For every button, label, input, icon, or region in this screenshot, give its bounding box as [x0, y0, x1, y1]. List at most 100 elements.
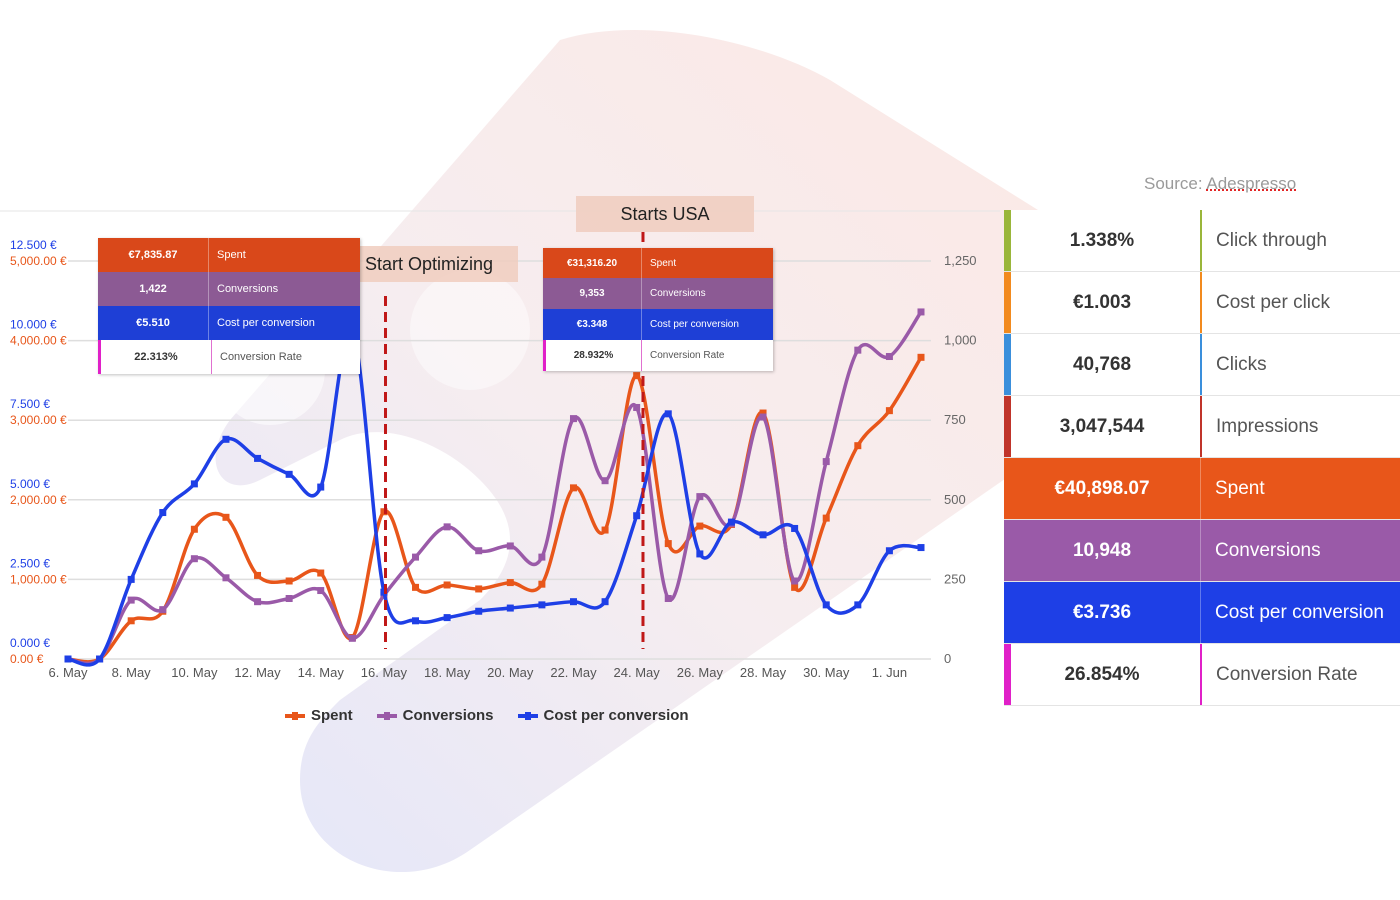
x-tick-label: 24. May: [614, 665, 661, 680]
starts-usa-callout: Starts USA: [576, 196, 754, 232]
data-point-spent: [569, 484, 577, 492]
source-name[interactable]: Adespresso: [1206, 174, 1297, 193]
legend-item-cost-per-conversion[interactable]: Cost per conversion: [517, 707, 689, 724]
x-tick-label: 16. May: [361, 665, 408, 680]
stat-label: Cost per conversion: [641, 309, 739, 340]
stat-label: Spent: [641, 248, 676, 278]
stat-box-before-optimizing: €7,835.87 Spent 1,422 Conversions €5.510…: [98, 238, 360, 374]
data-point-conversions: [696, 493, 704, 501]
metric-row-spent: €40,898.07 Spent: [1004, 458, 1400, 520]
data-point-cost-per-conversion: [254, 454, 262, 462]
metric-row-cost-per-click: €1.003 Cost per click: [1004, 272, 1400, 334]
data-point-conversions: [254, 598, 262, 606]
data-point-spent: [506, 579, 514, 587]
metric-color-bar: [1004, 396, 1011, 457]
stat-row-conversion-rate: 22.313% Conversion Rate: [98, 340, 360, 374]
data-point-conversions: [190, 555, 198, 563]
data-point-spent: [885, 407, 893, 415]
y-tick-label-cost: 10.000 €: [10, 318, 57, 332]
data-point-spent: [664, 540, 672, 548]
metric-row-click-through: 1.338% Click through: [1004, 210, 1400, 272]
data-point-cost-per-conversion: [854, 601, 862, 609]
metrics-panel: 1.338% Click through €1.003 Cost per click 4…: [1004, 210, 1400, 740]
metric-color-bar: [1004, 458, 1011, 519]
data-point-conversions: [633, 403, 641, 411]
stat-value: 22.313%: [134, 351, 178, 363]
stat-value: €5.510: [136, 317, 170, 329]
data-point-cost-per-conversion: [64, 655, 72, 663]
metric-value: €3.736: [1072, 601, 1132, 623]
metric-label: Spent: [1200, 458, 1400, 519]
y-tick-label-cost: 5.000 €: [10, 477, 50, 491]
data-point-conversions: [538, 553, 546, 561]
stat-box-after-usa: €31,316.20 Spent 9,353 Conversions €3.34…: [543, 248, 773, 371]
data-point-spent: [696, 522, 704, 530]
x-tick-label: 6. May: [48, 665, 88, 680]
y-tick-label-conversions: 1,250: [944, 253, 977, 268]
x-tick-label: 22. May: [550, 665, 597, 680]
data-point-conversions: [791, 577, 799, 585]
stat-label: Conversion Rate: [211, 340, 302, 374]
stat-row-conversions: 9,353 Conversions: [543, 278, 773, 309]
metric-label: Cost per conversion: [1200, 582, 1400, 643]
stat-row-conversions: 1,422 Conversions: [98, 272, 360, 306]
stat-value: €7,835.87: [128, 249, 178, 261]
y-tick-label-cost: 12.500 €: [10, 238, 57, 252]
data-point-conversions: [885, 353, 893, 361]
stat-row-cost-per-conversion: €5.510 Cost per conversion: [98, 306, 360, 340]
metric-color-bar: [1004, 272, 1011, 333]
stat-label: Conversion Rate: [641, 340, 724, 371]
y-tick-label-spent: 1,000.00 €: [10, 572, 67, 586]
metric-color-bar: [1004, 582, 1011, 643]
y-tick-label-cost: 0.000 €: [10, 636, 50, 650]
data-point-spent: [822, 514, 830, 522]
data-point-cost-per-conversion: [759, 531, 767, 539]
stat-label: Conversions: [641, 278, 706, 309]
data-point-spent: [854, 442, 862, 450]
y-tick-label-cost: 7.500 €: [10, 397, 50, 411]
metric-value: 10,948: [1072, 539, 1132, 561]
x-tick-label: 12. May: [234, 665, 281, 680]
series-line-spent: [67, 356, 923, 664]
legend-label: Spent: [311, 707, 353, 724]
data-point-conversions: [664, 595, 672, 603]
x-tick-label: 14. May: [298, 665, 345, 680]
x-tick-label: 10. May: [171, 665, 218, 680]
legend-item-conversions[interactable]: Conversions: [376, 707, 494, 724]
data-point-spent: [380, 508, 388, 516]
y-tick-label-conversions: 250: [944, 571, 966, 586]
data-point-cost-per-conversion: [822, 601, 830, 609]
metric-label: Clicks: [1200, 334, 1400, 395]
y-tick-label-conversions: 0: [944, 651, 951, 666]
y-tick-label-spent: 2,000.00 €: [10, 493, 67, 507]
metric-row-impressions: 3,047,544 Impressions: [1004, 396, 1400, 458]
data-point-spent: [443, 581, 451, 589]
y-tick-label-spent: 5,000.00 €: [10, 254, 67, 268]
data-point-conversions: [569, 415, 577, 423]
y-tick-label-conversions: 500: [944, 492, 966, 507]
metric-label: Impressions: [1200, 396, 1400, 457]
y-tick-label-cost: 2.500 €: [10, 556, 50, 570]
metric-value: €40,898.07: [1054, 477, 1150, 499]
data-point-cost-per-conversion: [317, 483, 325, 491]
x-tick-label: 18. May: [424, 665, 471, 680]
stat-label: Cost per conversion: [208, 306, 315, 340]
y-tick-label-conversions: 750: [944, 412, 966, 427]
metric-row-conversions: 10,948 Conversions: [1004, 520, 1400, 582]
data-point-spent: [917, 353, 925, 361]
data-point-cost-per-conversion: [190, 480, 198, 488]
metric-label: Cost per click: [1200, 272, 1400, 333]
line-chart: 0.000 € 2.500 € 5.000 € 7.500 € 10.000 € 12.5…: [0, 210, 1000, 680]
stat-row-spent: €7,835.87 Spent: [98, 238, 360, 272]
legend-label: Conversions: [402, 707, 494, 724]
data-point-cost-per-conversion: [443, 614, 451, 622]
start-optimizing-callout: Start Optimizing: [340, 246, 518, 282]
data-point-conversions: [159, 606, 167, 614]
data-point-conversions: [348, 634, 356, 642]
data-point-spent: [222, 513, 230, 521]
legend-item-spent[interactable]: Spent: [285, 707, 353, 724]
metric-row-cost-per-conversion: €3.736 Cost per conversion: [1004, 582, 1400, 644]
metric-value: 26.854%: [1064, 663, 1140, 685]
metric-value: €1.003: [1072, 291, 1132, 313]
data-point-cost-per-conversion: [727, 518, 735, 526]
